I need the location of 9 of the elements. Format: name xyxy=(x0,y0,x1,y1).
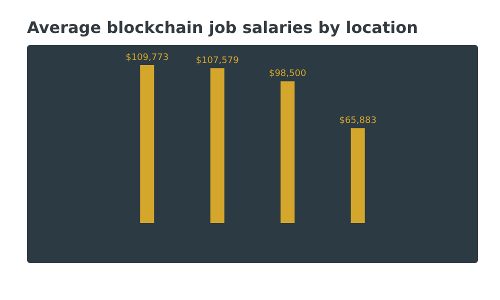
data-label: $98,500 xyxy=(268,69,306,80)
bar xyxy=(210,68,224,223)
bar xyxy=(350,128,365,223)
data-label: $109,773 xyxy=(126,53,169,63)
data-label: $65,883 xyxy=(339,116,376,126)
bar xyxy=(280,81,295,223)
data-label: $107,579 xyxy=(196,56,240,66)
chart-title: Average blockchain job salaries by location xyxy=(27,18,418,37)
bar xyxy=(140,65,154,223)
